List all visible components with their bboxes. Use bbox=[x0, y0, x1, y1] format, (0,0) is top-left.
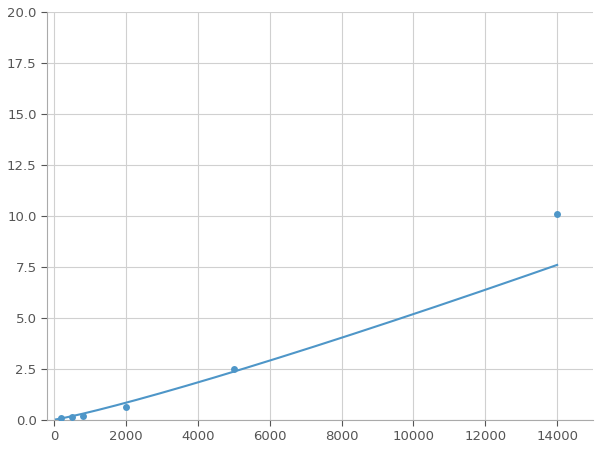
Point bbox=[67, 413, 77, 420]
Point bbox=[78, 412, 88, 419]
Point bbox=[56, 414, 66, 421]
Point bbox=[121, 404, 131, 411]
Point bbox=[229, 365, 239, 372]
Point bbox=[553, 210, 562, 217]
